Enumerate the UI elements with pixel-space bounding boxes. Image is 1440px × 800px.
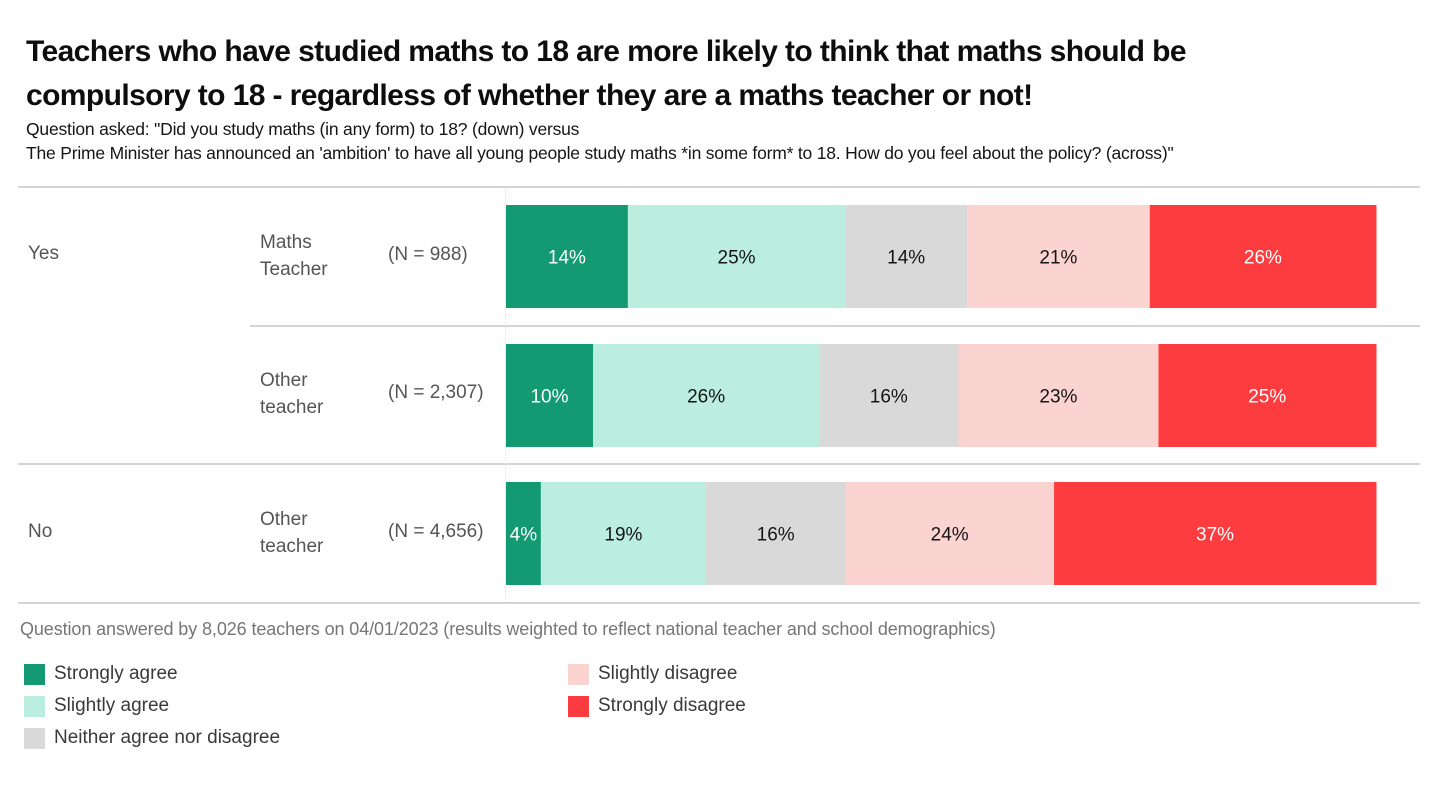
bar-segment-slightly-disagree bbox=[967, 205, 1151, 308]
legend-label: Strongly agree bbox=[54, 663, 178, 684]
row-label-line-1: Other bbox=[260, 370, 308, 391]
legend-swatch bbox=[568, 663, 589, 685]
bar-segment-strongly-disagree bbox=[1149, 205, 1377, 308]
data-label: 25% bbox=[1248, 387, 1286, 408]
row-label-line-2: teacher bbox=[260, 397, 324, 418]
row-label: Maths Teacher bbox=[260, 229, 328, 283]
group-label-yes: Yes bbox=[28, 243, 59, 264]
legend-item-neither: Neither agree nor disagree bbox=[24, 727, 280, 749]
subtitle-line-2: The Prime Minister has announced an 'amb… bbox=[26, 143, 1174, 163]
data-label: 19% bbox=[604, 525, 642, 546]
row-n-label: (N = 4,656) bbox=[388, 521, 484, 542]
data-label: 24% bbox=[931, 525, 969, 546]
legend-item-slightly-disagree: Slightly disagree bbox=[568, 663, 737, 685]
row-label-line-2: Teacher bbox=[260, 259, 328, 280]
data-label: 26% bbox=[687, 387, 725, 408]
divider-bottom bbox=[18, 602, 1420, 604]
bar-segment-slightly-agree bbox=[627, 205, 846, 308]
legend-swatch bbox=[24, 663, 45, 685]
legend-label: Slightly disagree bbox=[598, 663, 738, 684]
footer-note: Question answered by 8,026 teachers on 0… bbox=[20, 619, 996, 639]
legend-swatch bbox=[568, 695, 589, 717]
bar-segment-neither-agree-nor-disagree bbox=[706, 482, 846, 585]
legend-swatch bbox=[24, 695, 45, 717]
bar-segment-strongly-disagree bbox=[1054, 482, 1377, 585]
chart-title: Teachers who have studied maths to 18 ar… bbox=[26, 30, 1406, 118]
row-label: Other teacher bbox=[260, 367, 323, 421]
axis-zero-line bbox=[505, 188, 506, 604]
legend-item-strongly-agree: Strongly agree bbox=[24, 663, 178, 685]
bar-segment-strongly-agree bbox=[506, 482, 542, 585]
data-label: 14% bbox=[548, 248, 586, 269]
data-label: 23% bbox=[1039, 387, 1077, 408]
divider-group bbox=[18, 463, 1420, 465]
row-label-line-2: teacher bbox=[260, 536, 324, 557]
data-label: 26% bbox=[1244, 248, 1282, 269]
bar-segment-slightly-disagree bbox=[845, 482, 1055, 585]
divider-row-1 bbox=[250, 325, 1420, 327]
legend-label: Slightly agree bbox=[54, 695, 170, 716]
bar-segment-slightly-agree bbox=[593, 344, 820, 447]
data-label: 14% bbox=[887, 248, 925, 269]
data-label: 25% bbox=[718, 248, 756, 269]
bar-segment-slightly-disagree bbox=[958, 344, 1159, 447]
row-label-line-1: Maths bbox=[260, 232, 312, 253]
legend-label: Strongly disagree bbox=[598, 695, 746, 716]
data-label: 10% bbox=[530, 387, 568, 408]
legend-item-slightly-agree: Slightly agree bbox=[24, 695, 169, 717]
legend-label: Neither agree nor disagree bbox=[54, 727, 281, 748]
data-label: 21% bbox=[1039, 248, 1077, 269]
legend-item-strongly-disagree: Strongly disagree bbox=[568, 695, 746, 717]
row-label-line-1: Other bbox=[260, 509, 308, 530]
legend-swatch bbox=[24, 727, 45, 749]
bar-segment-strongly-agree bbox=[506, 205, 629, 308]
bar-segment-neither-agree-nor-disagree bbox=[845, 205, 968, 308]
title-line-1: Teachers who have studied maths to 18 ar… bbox=[26, 35, 1187, 68]
data-label: 16% bbox=[870, 387, 908, 408]
data-label: 37% bbox=[1196, 525, 1234, 546]
row-n-label: (N = 2,307) bbox=[388, 382, 484, 403]
title-line-2: compulsory to 18 - regardless of whether… bbox=[26, 79, 1033, 112]
row-label: Other teacher bbox=[260, 506, 323, 560]
bar-segment-neither-agree-nor-disagree bbox=[819, 344, 959, 447]
bar-segment-strongly-agree bbox=[506, 344, 594, 447]
bar-segment-strongly-disagree bbox=[1158, 344, 1377, 447]
bar-segment-slightly-agree bbox=[540, 482, 707, 585]
group-label-no: No bbox=[28, 521, 53, 542]
row-n-label: (N = 988) bbox=[388, 244, 468, 265]
data-label: 4% bbox=[510, 525, 538, 546]
divider-top bbox=[18, 186, 1420, 188]
data-label: 16% bbox=[757, 525, 795, 546]
subtitle-line-1: Question asked: "Did you study maths (in… bbox=[26, 119, 580, 139]
